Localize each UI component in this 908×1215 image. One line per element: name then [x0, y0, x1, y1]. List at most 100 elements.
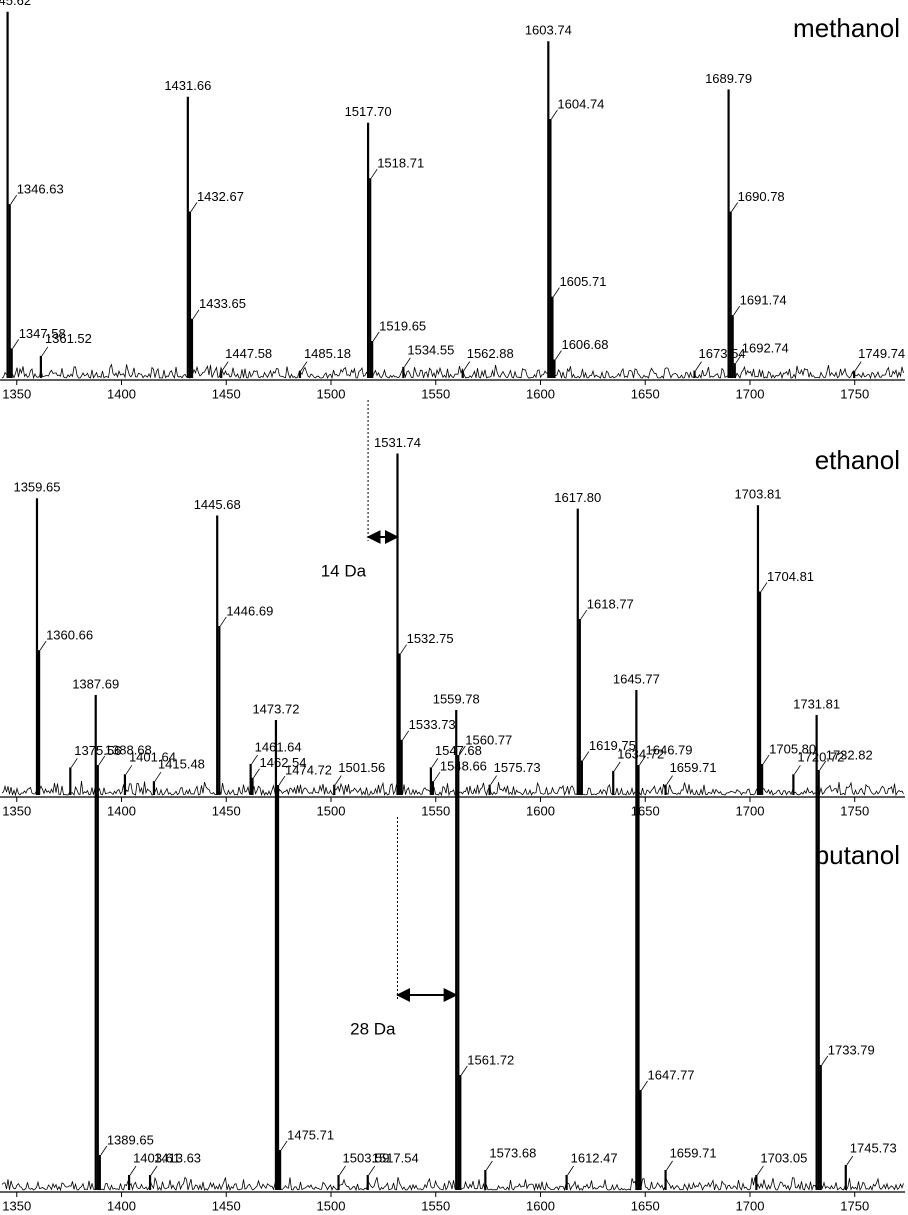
label-leader: [490, 775, 497, 785]
peak-label: 1691.74: [740, 293, 787, 308]
label-leader: [129, 1165, 137, 1176]
label-leader: [463, 361, 471, 371]
x-tick-label: 1500: [317, 1198, 346, 1213]
x-tick-label: 1350: [2, 803, 31, 818]
peak-label: 1533.73: [409, 717, 456, 732]
peak-label: 1473.72: [252, 701, 299, 716]
label-leader: [666, 1160, 673, 1171]
label-leader: [402, 730, 409, 741]
peak-label: 1745.73: [850, 1140, 897, 1155]
peak-label: 1403.61: [133, 1150, 180, 1165]
label-leader: [666, 775, 673, 785]
peak-label: 1519.65: [379, 318, 426, 333]
x-tick-label: 1650: [631, 803, 660, 818]
peak-label: 1547.68: [435, 743, 482, 758]
x-tick-label: 1500: [317, 386, 346, 401]
peak-label: 1446.69: [226, 603, 273, 618]
peak-label: 1560.77: [465, 732, 512, 747]
peak-label: 1517.54: [372, 1150, 419, 1165]
annotation: 28 Da: [350, 1019, 396, 1038]
peak-label: 1534.55: [407, 342, 454, 357]
label-leader: [794, 765, 801, 775]
peak-label: 1619.75: [589, 738, 636, 753]
label-leader: [433, 771, 441, 782]
peak-label: 1634.72: [617, 746, 664, 761]
peak-label: 1501.56: [338, 760, 385, 775]
peak-label: 1575.73: [494, 760, 541, 775]
x-tick-label: 1650: [631, 1198, 660, 1213]
label-leader: [695, 361, 702, 371]
panel-title: ethanol: [815, 445, 900, 475]
noise: [1, 363, 904, 380]
peak-label: 1401.64: [129, 750, 176, 765]
x-tick-label: 1600: [526, 386, 555, 401]
label-leader: [733, 305, 741, 316]
x-tick-label: 1450: [212, 386, 241, 401]
x-tick-label: 1550: [421, 803, 450, 818]
peak-label: 1573.68: [489, 1145, 536, 1160]
peak-label: 1447.58: [225, 346, 272, 361]
label-leader: [150, 1165, 158, 1176]
peak-label: 1720.72: [797, 750, 844, 765]
peak-label: 1645.77: [613, 671, 660, 686]
label-leader: [613, 761, 621, 772]
x-tick-label: 1750: [840, 1198, 869, 1213]
peak-label: 1345.62: [0, 0, 31, 8]
label-leader: [280, 1140, 288, 1151]
peak-label: 1561.72: [467, 1052, 514, 1067]
x-tick-label: 1650: [631, 386, 660, 401]
label-leader: [567, 1165, 574, 1176]
label-leader: [368, 1165, 376, 1176]
label-leader: [100, 1145, 108, 1156]
label-leader: [580, 609, 588, 620]
panel-title: butanol: [815, 840, 900, 870]
label-leader: [334, 775, 342, 785]
label-leader: [278, 775, 286, 786]
peak-label: 1732.82: [826, 747, 873, 762]
x-tick-label: 1550: [421, 386, 450, 401]
peak-label: 1733.79: [828, 1042, 875, 1057]
annotation: 14 Da: [321, 561, 367, 580]
x-tick-label: 1400: [107, 1198, 136, 1213]
peak-label: 1475.71: [287, 1127, 334, 1142]
noise: [1, 1176, 904, 1192]
label-leader: [460, 1065, 468, 1076]
label-leader: [190, 202, 198, 212]
x-tick-label: 1350: [2, 1198, 31, 1213]
peak-label: 1562.88: [467, 346, 514, 361]
peak-label: 1659.71: [670, 760, 717, 775]
peak-label: 1703.05: [760, 1150, 807, 1165]
peak-label: 1432.67: [197, 189, 244, 204]
label-leader: [219, 616, 227, 627]
peak-label: 1503.59: [343, 1150, 390, 1165]
x-tick-label: 1400: [107, 386, 136, 401]
label-leader: [125, 765, 133, 775]
label-leader: [551, 109, 558, 120]
peak-label: 1603.74: [525, 23, 572, 38]
x-tick-label: 1700: [736, 1198, 765, 1213]
peak-label: 1485.18: [304, 346, 351, 361]
label-leader: [41, 346, 49, 357]
peak-label: 1531.74: [374, 435, 421, 450]
peak-label: 1445.68: [194, 497, 241, 512]
label-leader: [731, 202, 738, 212]
label-leader: [757, 1165, 764, 1176]
peak-label: 1532.75: [407, 631, 454, 646]
peak-label: 1346.63: [17, 182, 64, 197]
label-leader: [192, 309, 200, 320]
peak-label: 1612.47: [571, 1150, 618, 1165]
peak-label: 1618.77: [587, 596, 634, 611]
peak-label: 1389.65: [107, 1132, 154, 1147]
label-leader: [553, 287, 560, 297]
label-leader: [251, 754, 258, 765]
label-leader: [400, 644, 407, 654]
peak-label: 1548.66: [440, 759, 487, 774]
peak-label: 1705.80: [769, 741, 816, 756]
x-tick-label: 1350: [2, 386, 31, 401]
x-tick-label: 1700: [736, 386, 765, 401]
label-leader: [760, 582, 768, 592]
peak-label: 1375.56: [74, 743, 121, 758]
peak-label: 1659.71: [670, 1145, 717, 1160]
label-leader: [819, 760, 827, 771]
